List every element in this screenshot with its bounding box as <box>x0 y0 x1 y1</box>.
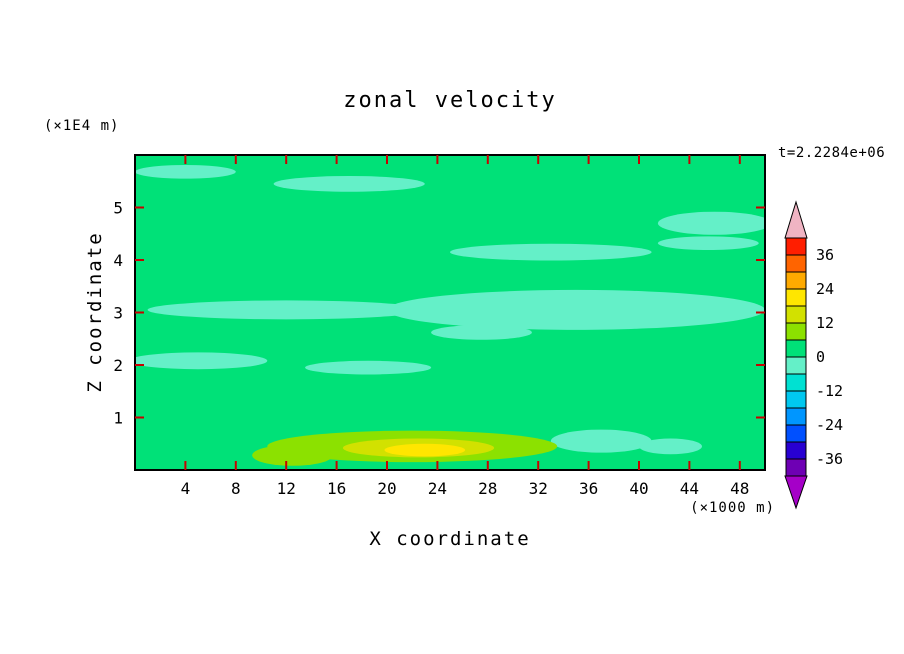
x-tick-label: 16 <box>327 479 346 498</box>
x-tick-label: 12 <box>277 479 296 498</box>
x-tick-label: 32 <box>529 479 548 498</box>
colorbar-segment--12..-6 <box>785 373 807 392</box>
contour-region--6..0 <box>147 300 425 320</box>
contour-region--6..0 <box>657 211 765 235</box>
contour-region--6..0 <box>639 438 702 455</box>
y-axis-unit: (×1E4 m) <box>44 118 120 134</box>
colorbar-label: -12 <box>816 382 843 400</box>
colorbar-segment--42..-36 <box>785 458 807 477</box>
y-tick-label: 1 <box>113 409 123 428</box>
colorbar-segment-36..42 <box>785 237 807 256</box>
colorbar-label: 0 <box>816 348 825 366</box>
colorbar-arrow-top <box>784 200 808 239</box>
colorbar-segment--24..-18 <box>785 407 807 426</box>
colorbar-segment-24..30 <box>785 271 807 290</box>
contour-region-18..24 <box>384 443 466 457</box>
contour-region--6..0 <box>135 352 268 370</box>
x-tick-label: 48 <box>730 479 749 498</box>
y-tick-label: 3 <box>113 304 123 323</box>
x-tick-label: 28 <box>478 479 497 498</box>
colorbar-segment-6..12 <box>785 322 807 341</box>
x-tick-label: 44 <box>680 479 699 498</box>
colorbar-label: 12 <box>816 314 834 332</box>
colorbar-segment--36..-30 <box>785 441 807 460</box>
colorbar-label: -24 <box>816 416 843 434</box>
colorbar-segment-30..36 <box>785 254 807 273</box>
contour-region--6..0 <box>657 236 759 251</box>
contour-region--6..0 <box>550 429 652 453</box>
colorbar-segment-18..24 <box>785 288 807 307</box>
x-tick-label: 8 <box>231 479 241 498</box>
colorbar-segment--6..0 <box>785 356 807 375</box>
contour-region--6..0 <box>305 360 432 375</box>
colorbar: 36 24 12 0 -12 -24 -36 <box>784 200 843 510</box>
x-axis-unit: (×1000 m) <box>690 500 775 516</box>
y-tick-label: 4 <box>113 251 123 270</box>
colorbar-segment-12..18 <box>785 305 807 324</box>
x-tick-label: 4 <box>181 479 191 498</box>
x-tick-label: 36 <box>579 479 598 498</box>
colorbar-label: 36 <box>816 246 834 264</box>
colorbar-segment--18..-12 <box>785 390 807 409</box>
x-tick-label: 20 <box>377 479 396 498</box>
chart-title: zonal velocity <box>343 88 557 113</box>
contour-field <box>135 155 765 470</box>
colorbar-segment--30..-24 <box>785 424 807 443</box>
x-axis-label: X coordinate <box>369 528 531 550</box>
colorbar-segment-0..6 <box>785 339 807 358</box>
y-tick-label: 2 <box>113 356 123 375</box>
colorbar-arrow-bottom <box>784 475 808 510</box>
x-tick-label: 40 <box>629 479 648 498</box>
contour-region--6..0 <box>273 176 425 192</box>
timestamp-label: t=2.2284e+06 <box>778 145 886 161</box>
contour-region--6..0 <box>450 243 652 261</box>
y-axis-label: Z coordinate <box>84 231 106 393</box>
y-tick-label: 5 <box>113 199 123 218</box>
contour-region--6..0 <box>387 289 765 330</box>
contour-region--6..0 <box>431 325 532 340</box>
colorbar-label: 24 <box>816 280 834 298</box>
contour-region-6..12 <box>252 444 333 466</box>
x-tick-label: 24 <box>428 479 447 498</box>
colorbar-label: -36 <box>816 450 843 468</box>
contour-region--6..0 <box>135 164 236 179</box>
